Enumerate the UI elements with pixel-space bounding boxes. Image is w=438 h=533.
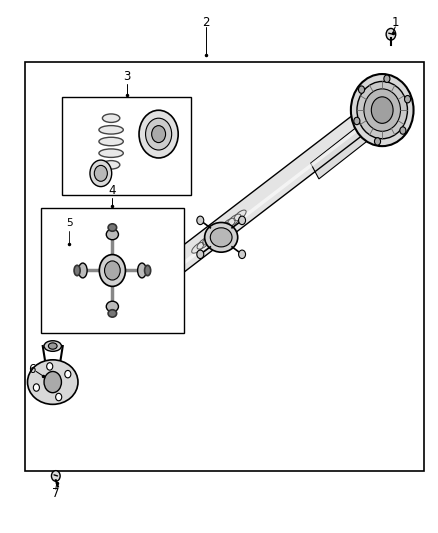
Ellipse shape bbox=[51, 471, 60, 481]
Polygon shape bbox=[311, 116, 380, 179]
Text: 5: 5 bbox=[66, 218, 73, 228]
Text: 6: 6 bbox=[28, 364, 35, 376]
Ellipse shape bbox=[44, 341, 61, 351]
Circle shape bbox=[374, 138, 381, 145]
Bar bbox=[62, 97, 191, 195]
Text: 3: 3 bbox=[123, 70, 130, 83]
Ellipse shape bbox=[139, 110, 178, 158]
Ellipse shape bbox=[48, 343, 57, 349]
Ellipse shape bbox=[78, 263, 87, 278]
Ellipse shape bbox=[239, 250, 246, 259]
Ellipse shape bbox=[197, 216, 204, 224]
Circle shape bbox=[384, 75, 390, 83]
Ellipse shape bbox=[197, 250, 204, 259]
Ellipse shape bbox=[94, 165, 107, 181]
Ellipse shape bbox=[145, 118, 172, 150]
Circle shape bbox=[65, 370, 71, 378]
Ellipse shape bbox=[108, 310, 117, 317]
Circle shape bbox=[56, 393, 62, 401]
Ellipse shape bbox=[99, 126, 123, 134]
Ellipse shape bbox=[371, 97, 393, 123]
Text: 1: 1 bbox=[392, 16, 399, 29]
Ellipse shape bbox=[351, 74, 413, 146]
Ellipse shape bbox=[138, 263, 146, 278]
Ellipse shape bbox=[386, 28, 396, 40]
Ellipse shape bbox=[99, 149, 123, 157]
Ellipse shape bbox=[90, 160, 112, 187]
Ellipse shape bbox=[239, 216, 246, 224]
Circle shape bbox=[33, 384, 39, 391]
Ellipse shape bbox=[108, 224, 117, 231]
Bar bbox=[41, 208, 184, 333]
Circle shape bbox=[47, 363, 53, 370]
Bar bbox=[25, 62, 424, 471]
Ellipse shape bbox=[74, 265, 80, 276]
Circle shape bbox=[405, 95, 410, 103]
Ellipse shape bbox=[99, 255, 125, 286]
Ellipse shape bbox=[106, 229, 118, 240]
Ellipse shape bbox=[28, 360, 78, 405]
Ellipse shape bbox=[105, 261, 120, 280]
Ellipse shape bbox=[145, 265, 151, 276]
Ellipse shape bbox=[102, 160, 120, 169]
Ellipse shape bbox=[106, 301, 118, 312]
Ellipse shape bbox=[210, 228, 232, 247]
Circle shape bbox=[400, 127, 406, 134]
Ellipse shape bbox=[357, 82, 407, 139]
Ellipse shape bbox=[205, 222, 238, 252]
Polygon shape bbox=[127, 108, 372, 308]
Ellipse shape bbox=[152, 126, 166, 143]
Text: 7: 7 bbox=[52, 487, 60, 500]
Ellipse shape bbox=[99, 138, 123, 146]
Text: 4: 4 bbox=[109, 184, 116, 197]
Circle shape bbox=[354, 117, 360, 125]
Ellipse shape bbox=[44, 372, 61, 393]
Ellipse shape bbox=[364, 89, 400, 131]
Text: 2: 2 bbox=[202, 16, 210, 29]
Circle shape bbox=[358, 86, 364, 93]
Ellipse shape bbox=[102, 114, 120, 123]
